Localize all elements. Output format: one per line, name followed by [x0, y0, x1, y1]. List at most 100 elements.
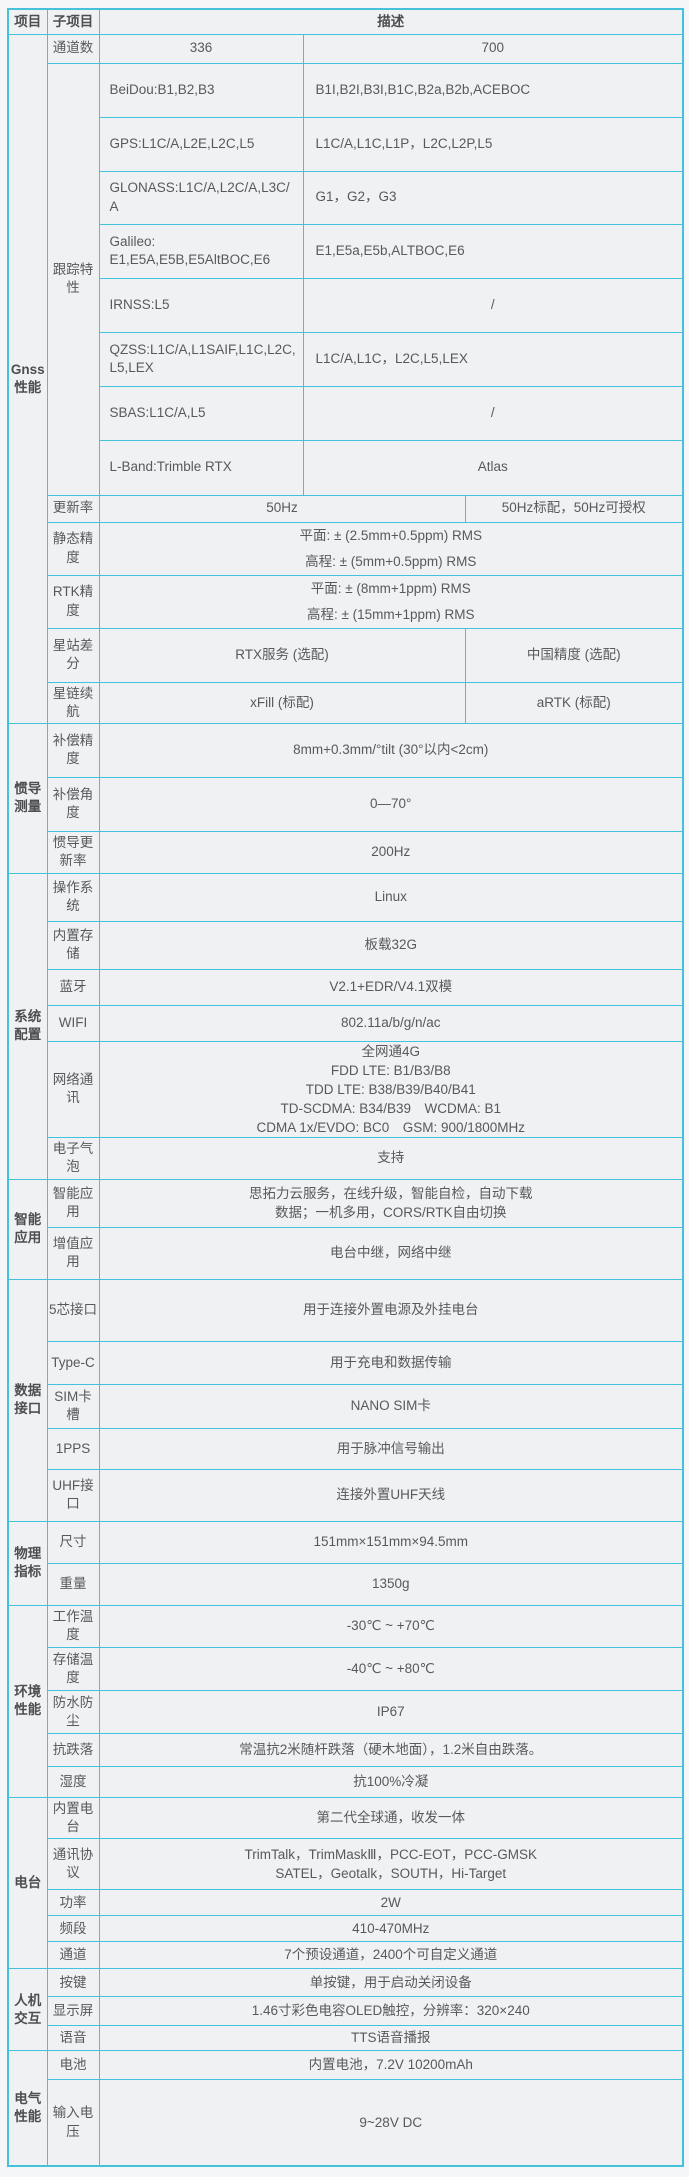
row-input-voltage: 输入电压 9~28V DC	[8, 2079, 684, 2167]
sat-station-diff-left: RTX服务 (选配)	[98, 627, 466, 683]
ins-rate-label: 惯导更新率	[46, 830, 100, 874]
gps-signal: GPS:L1C/A,L2E,L2C,L5	[98, 116, 304, 172]
button-label: 按键	[46, 1968, 100, 1998]
row-display: 显示屏 1.46寸彩色电容OLED触控，分辨率：320×240	[8, 1996, 684, 2027]
static-accuracy-line1: 平面: ± (2.5mm+0.5ppm) RMS	[299, 527, 483, 543]
update-rate-label: 更新率	[46, 494, 100, 523]
bubble-label: 电子气泡	[46, 1136, 100, 1180]
network-line1: 全网通4G	[361, 1043, 420, 1059]
5pin-label: 5芯接口	[46, 1278, 100, 1342]
row-sat-station-diff: 星站差分 RTX服务 (选配) 中国精度 (选配)	[8, 627, 684, 683]
sim-label: SIM卡槽	[46, 1383, 100, 1429]
row-uhf: UHF接口 连接外置UHF天线	[8, 1468, 684, 1522]
store-temp-label: 存储温度	[46, 1646, 100, 1691]
protocol-line2: SATEL，Geotalk，SOUTH，Hi-Target	[275, 1866, 507, 1882]
row-update-rate: 更新率 50Hz 50Hz标配，50Hz可授权	[8, 494, 684, 523]
battery-label: 电池	[46, 2050, 100, 2081]
beidou-value: B1I,B2I,B3I,B1C,B2a,B2b,ACEBOC	[302, 62, 684, 118]
power-value: 2W	[98, 1889, 684, 1917]
row-size: 物理指标 尺寸 151mm×151mm×94.5mm	[7, 1520, 684, 1606]
row-tracking-irnss: IRNSS:L5 /	[8, 277, 684, 333]
network-line5: CDMA 1x/EVDO: BC0 GSM: 900/1800MHz	[256, 1119, 526, 1135]
qzss-signal: QZSS:L1C/A,L1SAIF,L1C,L2C,L5,LEX	[98, 331, 304, 387]
row-battery: 电气性能 电池 内置电池，7.2V 10200mAh	[7, 2050, 684, 2167]
row-tracking-qzss: QZSS:L1C/A,L1SAIF,L1C,L2C,L5,LEX L1C/A,L…	[8, 331, 684, 387]
row-radio-channel: 通道 7个预设通道，2400个可自定义通道	[8, 1941, 684, 1970]
row-ins-accuracy: 惯导测量 补偿精度 8mm+0.3mm/°tilt (30°以内<2cm)	[7, 722, 684, 874]
beidou-signal: BeiDou:B1,B2,B3	[98, 62, 304, 118]
row-drop: 抗跌落 常温抗2米随杆跌落（硬木地面），1.2米自由跌落。	[8, 1732, 684, 1767]
section-data-io-label: 数据接口	[7, 1278, 48, 1522]
update-rate-left: 50Hz	[98, 494, 466, 523]
sat-link-right: aRTK (标配)	[464, 681, 684, 724]
5pin-value: 用于连接外置电源及外挂电台	[98, 1278, 684, 1342]
network-label: 网络通讯	[46, 1040, 100, 1138]
row-ins-angle: 补偿角度 0—70°	[8, 776, 684, 832]
tracking-label: 跟踪特性	[46, 62, 100, 496]
store-temp-value: -40℃ ~ +80℃	[98, 1646, 684, 1691]
galileo-signal: Galileo: E1,E5A,E5B,E5AltBOC,E6	[98, 223, 304, 279]
builtin-radio-value: 第二代全球通，收发一体	[98, 1796, 684, 1840]
row-5pin: 数据接口 5芯接口 用于连接外置电源及外挂电台	[7, 1278, 684, 1522]
network-line3: TDD LTE: B38/B39/B40/B41	[305, 1081, 476, 1097]
ip-rating-value: IP67	[98, 1689, 684, 1734]
1pps-value: 用于脉冲信号输出	[98, 1427, 684, 1470]
header-desc: 描述	[98, 8, 684, 35]
typec-label: Type-C	[46, 1340, 100, 1385]
storage-value: 板载32G	[98, 920, 684, 970]
section-environment-label: 环境性能	[7, 1604, 48, 1798]
smart-app-label: 智能应用	[46, 1178, 100, 1228]
section-smart-label: 智能应用	[7, 1178, 48, 1280]
row-store-temp: 存储温度 -40℃ ~ +80℃	[8, 1646, 684, 1691]
uhf-label: UHF接口	[46, 1468, 100, 1522]
galileo-value: E1,E5a,E5b,ALTBOC,E6	[302, 223, 684, 279]
section-radio-label: 电台	[7, 1796, 48, 1970]
input-voltage-label: 输入电压	[46, 2079, 100, 2167]
row-os: 系统配置 操作系统 Linux	[7, 872, 684, 1180]
value-add-label: 增值应用	[46, 1226, 100, 1280]
wifi-label: WIFI	[46, 1004, 100, 1042]
rtk-accuracy-line2: 高程: ± (15mm+1ppm) RMS	[306, 606, 475, 622]
section-electric-label: 电气性能	[7, 2050, 48, 2167]
bluetooth-label: 蓝牙	[46, 968, 100, 1006]
row-1pps: 1PPS 用于脉冲信号输出	[8, 1427, 684, 1470]
row-voice: 语音 TTS语音播报	[8, 2025, 684, 2052]
row-button: 人机交互 按键 单按键，用于启动关闭设备	[7, 1968, 684, 2052]
row-tracking-gps: GPS:L1C/A,L2E,L2C,L5 L1C/A,L1C,L1P，L2C,L…	[8, 116, 684, 172]
row-bluetooth: 蓝牙 V2.1+EDR/V4.1双模	[8, 968, 684, 1006]
power-label: 功率	[46, 1889, 100, 1917]
row-value-add: 增值应用 电台中继，网络中继	[8, 1226, 684, 1280]
row-storage: 内置存储 板载32G	[8, 920, 684, 970]
band-label: 频段	[46, 1915, 100, 1943]
drop-value: 常温抗2米随杆跌落（硬木地面），1.2米自由跌落。	[98, 1732, 684, 1767]
smart-app-line2: 数据；一机多用，CORS/RTK自由切换	[274, 1205, 507, 1221]
ip-rating-label: 防水防尘	[46, 1689, 100, 1734]
voice-value: TTS语音播报	[98, 2025, 684, 2052]
ins-accuracy-value: 8mm+0.3mm/°tilt (30°以内<2cm)	[98, 722, 684, 778]
static-accuracy-label: 静态精度	[46, 521, 100, 576]
sat-link-label: 星链续航	[46, 681, 100, 724]
network-line2: FDD LTE: B1/B3/B8	[330, 1062, 451, 1078]
battery-value: 内置电池，7.2V 10200mAh	[98, 2050, 684, 2081]
sat-link-left: xFill (标配)	[98, 681, 466, 724]
display-label: 显示屏	[46, 1996, 100, 2027]
row-tracking-lband: L-Band:Trimble RTX Atlas	[8, 439, 684, 496]
glonass-signal: GLONASS:L1C/A,L2C/A,L3C/A	[98, 170, 304, 225]
network-line4: TD-SCDMA: B34/B39 WCDMA: B1	[280, 1100, 502, 1116]
row-work-temp: 环境性能 工作温度 -30℃ ~ +70℃	[7, 1604, 684, 1798]
ins-accuracy-label: 补偿精度	[46, 722, 100, 778]
sbas-signal: SBAS:L1C/A,L5	[98, 385, 304, 441]
smart-app-line1: 思拓力云服务，在线升级，智能自检，自动下载	[249, 1186, 533, 1202]
sat-station-diff-label: 星站差分	[46, 627, 100, 683]
ins-angle-label: 补偿角度	[46, 776, 100, 832]
row-humidity: 湿度 抗100%冷凝	[8, 1765, 684, 1798]
section-hmi-label: 人机交互	[7, 1968, 48, 2052]
row-network: 网络通讯 全网通4G FDD LTE: B1/B3/B8 TDD LTE: B3…	[8, 1040, 684, 1138]
network-value: 全网通4G FDD LTE: B1/B3/B8 TDD LTE: B38/B39…	[98, 1040, 684, 1138]
uhf-value: 连接外置UHF天线	[98, 1468, 684, 1522]
weight-label: 重量	[46, 1562, 100, 1606]
row-power: 功率 2W	[8, 1889, 684, 1917]
rtk-accuracy-value: 平面: ± (8mm+1ppm) RMS 高程: ± (15mm+1ppm) R…	[98, 574, 684, 629]
gps-value: L1C/A,L1C,L1P，L2C,L2P,L5	[302, 116, 684, 172]
protocol-label: 通讯协议	[46, 1838, 100, 1891]
